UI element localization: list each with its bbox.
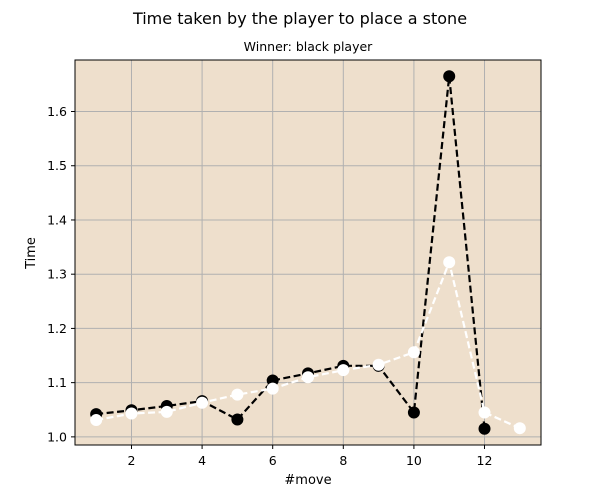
chart-subtitle: Winner: black player: [244, 39, 374, 54]
plot-frame: [74, 59, 542, 446]
series-1-point: [372, 358, 385, 371]
x-tick-label: 4: [198, 453, 206, 468]
grid: [75, 60, 541, 445]
series-1-point: [302, 371, 314, 384]
x-tick-label: 10: [406, 453, 422, 468]
y-tick-label: 1.0: [47, 429, 67, 444]
y-tick-label: 1.6: [47, 104, 67, 119]
series-0-point: [231, 413, 244, 426]
y-tick-label: 1.3: [47, 267, 67, 282]
plot-area: [75, 60, 541, 445]
series-1-point: [231, 388, 244, 401]
series-0-point: [407, 406, 420, 419]
x-axis: 2 4 6 8 10 12: [128, 445, 493, 468]
x-tick-label: 12: [477, 453, 493, 468]
series-1-point: [90, 414, 103, 427]
y-tick-label: 1.2: [47, 321, 67, 336]
series-group: [90, 70, 526, 435]
x-tick-label: 6: [269, 453, 277, 468]
series-1-point: [266, 382, 279, 395]
series-0-point: [478, 422, 491, 435]
series-1-point: [443, 256, 456, 269]
y-tick-label: 1.4: [47, 212, 67, 227]
y-axis: 1.0 1.1 1.2 1.3 1.4 1.5 1.6: [47, 104, 75, 444]
x-tick-label: 2: [128, 453, 136, 468]
series-1-point: [160, 405, 173, 418]
y-axis-label: Time: [24, 237, 39, 270]
series-0-point: [443, 70, 456, 83]
series-1-point: [196, 396, 209, 409]
series-1-point: [125, 407, 138, 420]
y-tick-label: 1.5: [47, 158, 67, 173]
series-1-point: [407, 346, 420, 359]
series-1-point: [513, 422, 526, 435]
y-tick-label: 1.1: [47, 375, 67, 390]
chart-title: Time taken by the player to place a ston…: [132, 9, 467, 28]
series-1: [90, 256, 526, 435]
series-1-point: [478, 406, 491, 419]
x-axis-label: #move: [284, 473, 331, 488]
x-tick-label: 8: [339, 453, 347, 468]
series-1-point: [337, 364, 350, 377]
